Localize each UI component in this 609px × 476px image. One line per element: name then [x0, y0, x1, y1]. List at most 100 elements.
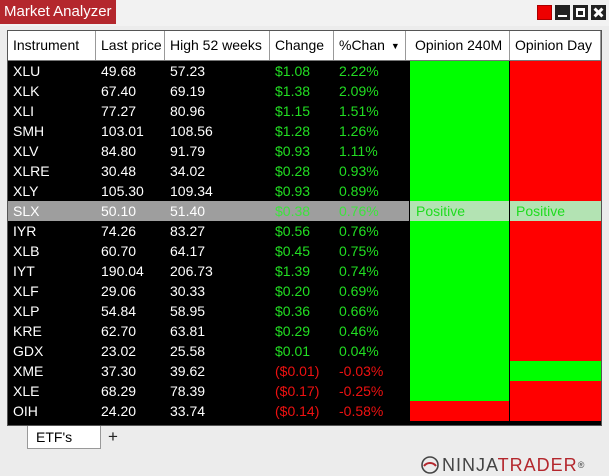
minimize-button[interactable] — [555, 5, 570, 20]
pct-change-cell: 0.76% — [339, 223, 379, 239]
table-row[interactable]: IYT 190.04 206.73 $1.39 0.74% — [8, 261, 410, 281]
change-cell: $0.36 — [275, 303, 311, 319]
opinion-day-cell[interactable] — [510, 341, 601, 361]
high-52-cell: 206.73 — [170, 263, 213, 279]
opinion-240m-cell[interactable] — [410, 61, 509, 81]
opinion-day-cell[interactable] — [510, 81, 601, 101]
opinion-240m-cell[interactable] — [410, 301, 509, 321]
table-row[interactable]: XLF 29.06 30.33 $0.20 0.69% — [8, 281, 410, 301]
opinion-day-cell[interactable] — [510, 221, 601, 241]
opinion-240m-cell[interactable] — [410, 261, 509, 281]
pct-change-cell: 0.89% — [339, 183, 379, 199]
opinion-day-cell[interactable] — [510, 361, 601, 381]
table-row[interactable]: XME 37.30 39.62 ($0.01) -0.03% — [8, 361, 410, 381]
table-row[interactable]: XLY 105.30 109.34 $0.93 0.89% — [8, 181, 410, 201]
opinion-240m-cell[interactable] — [410, 241, 509, 261]
opinion-240m-cell[interactable] — [410, 81, 509, 101]
high-52-cell: 34.02 — [170, 163, 206, 179]
opinion-day-cell[interactable] — [510, 121, 601, 141]
opinion-240m-cell[interactable] — [410, 181, 509, 201]
opinion-day-cell[interactable] — [510, 401, 601, 421]
table-row[interactable]: SMH 103.01 108.56 $1.28 1.26% — [8, 121, 410, 141]
maximize-button[interactable] — [573, 5, 588, 20]
table-row[interactable]: XLK 67.40 69.19 $1.38 2.09% — [8, 81, 410, 101]
instrument-cell: XLY — [13, 183, 39, 199]
opinion-day-cell[interactable]: Positive — [510, 201, 601, 221]
change-cell: ($0.17) — [275, 383, 320, 399]
last-price-cell: 105.30 — [101, 183, 144, 199]
table-row[interactable]: SLX 50.10 51.40 $0.38 0.76% — [8, 201, 410, 221]
change-cell: $1.38 — [275, 83, 311, 99]
opinion-day-cell[interactable] — [510, 141, 601, 161]
opinion-240m-cell[interactable] — [410, 101, 509, 121]
instrument-cell: IYR — [13, 223, 37, 239]
change-cell: $0.29 — [275, 323, 311, 339]
pct-change-cell: -0.03% — [339, 363, 384, 379]
pct-change-cell: 1.11% — [339, 143, 378, 159]
last-price-cell: 84.80 — [101, 143, 137, 159]
opinion-day-cell[interactable] — [510, 381, 601, 401]
last-price-cell: 24.20 — [101, 403, 137, 419]
table-row[interactable]: XLI 77.27 80.96 $1.15 1.51% — [8, 101, 410, 121]
tab-etfs[interactable]: ETF's — [27, 426, 101, 449]
opinion-day-cell[interactable] — [510, 241, 601, 261]
header-col-high-52-weeks[interactable]: High 52 weeks — [165, 31, 270, 60]
table-row[interactable]: XLP 54.84 58.95 $0.36 0.66% — [8, 301, 410, 321]
header-label: Opinion Day — [515, 37, 593, 53]
opinion-240m-cell[interactable] — [410, 121, 509, 141]
link-color-button[interactable] — [537, 5, 552, 20]
opinion-240m-cell[interactable] — [410, 321, 509, 341]
table-row[interactable]: XLB 60.70 64.17 $0.45 0.75% — [8, 241, 410, 261]
high-52-cell: 51.40 — [170, 203, 206, 219]
header-col-last-price[interactable]: Last price — [96, 31, 165, 60]
header-col-instrument[interactable]: Instrument — [8, 31, 96, 60]
pct-change-cell: -0.58% — [339, 403, 384, 419]
opinion-240m-cell[interactable] — [410, 221, 509, 241]
opinion-240m-cell[interactable] — [410, 361, 509, 381]
table-row[interactable]: IYR 74.26 83.27 $0.56 0.76% — [8, 221, 410, 241]
high-52-cell: 63.81 — [170, 323, 206, 339]
opinion-240m-cell[interactable] — [410, 161, 509, 181]
header-col-opinion-day[interactable]: Opinion Day — [510, 31, 601, 60]
table-row[interactable]: XLV 84.80 91.79 $0.93 1.11% — [8, 141, 410, 161]
opinion-240m-cell[interactable]: Positive — [410, 201, 509, 221]
table-row[interactable]: KRE 62.70 63.81 $0.29 0.46% — [8, 321, 410, 341]
opinion-240m-cell[interactable] — [410, 141, 509, 161]
instrument-cell: XLRE — [13, 163, 50, 179]
header-col-opinion-240m[interactable]: Opinion 240M — [410, 31, 510, 60]
high-52-cell: 39.62 — [170, 363, 206, 379]
opinion-day-cell[interactable] — [510, 161, 601, 181]
opinion-240m-cell[interactable] — [410, 401, 509, 421]
header-label: %Chan — [339, 37, 385, 53]
add-tab-button[interactable]: + — [108, 427, 118, 446]
opinion-240m-cell[interactable] — [410, 341, 509, 361]
instrument-cell: XME — [13, 363, 44, 379]
opinion-240m-cell[interactable] — [410, 381, 509, 401]
table-row[interactable]: XLU 49.68 57.23 $1.08 2.22% — [8, 61, 410, 81]
opinion-day-cell[interactable] — [510, 181, 601, 201]
change-cell: $1.28 — [275, 123, 311, 139]
logo-text-trader: TRADER — [497, 454, 578, 475]
header-col-change[interactable]: Change — [270, 31, 334, 60]
last-price-cell: 54.84 — [101, 303, 137, 319]
high-52-cell: 57.23 — [170, 63, 206, 79]
opinion-day-cell[interactable] — [510, 321, 601, 341]
opinion-day-cell[interactable] — [510, 301, 601, 321]
high-52-cell: 83.27 — [170, 223, 206, 239]
opinion-day-cell[interactable] — [510, 101, 601, 121]
table-row[interactable]: XLE 68.29 78.39 ($0.17) -0.25% — [8, 381, 410, 401]
opinion-day-cell[interactable] — [510, 261, 601, 281]
high-52-cell: 108.56 — [170, 123, 213, 139]
header-label: Last price — [101, 37, 162, 53]
window-title[interactable]: Market Analyzer — [0, 0, 116, 24]
pct-change-cell: 0.69% — [339, 283, 379, 299]
opinion-day-cell[interactable] — [510, 281, 601, 301]
table-row[interactable]: OIH 24.20 33.74 ($0.14) -0.58% — [8, 401, 410, 421]
opinion-240m-cell[interactable] — [410, 281, 509, 301]
opinion-day-cell[interactable] — [510, 61, 601, 81]
instrument-cell: XLI — [13, 103, 35, 119]
table-row[interactable]: XLRE 30.48 34.02 $0.28 0.93% — [8, 161, 410, 181]
header-col-pct-change[interactable]: %Chan ▼ — [334, 31, 406, 60]
table-row[interactable]: GDX 23.02 25.58 $0.01 0.04% — [8, 341, 410, 361]
close-button[interactable] — [591, 5, 606, 20]
